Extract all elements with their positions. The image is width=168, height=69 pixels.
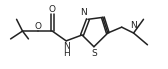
Text: S: S	[91, 49, 97, 58]
Text: N: N	[130, 21, 137, 30]
Text: O: O	[35, 22, 42, 31]
Text: N: N	[63, 42, 70, 51]
Text: H: H	[63, 49, 70, 58]
Text: O: O	[49, 5, 56, 14]
Text: N: N	[80, 8, 86, 17]
